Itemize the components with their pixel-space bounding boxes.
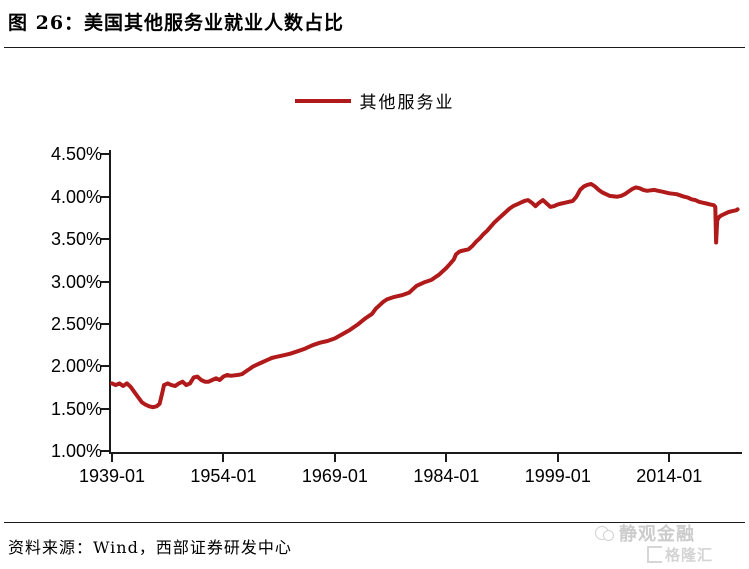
y-axis-tick <box>101 365 109 368</box>
x-axis-tick <box>222 454 225 462</box>
watermark-logo-icon <box>595 524 615 542</box>
y-axis-line <box>109 150 111 454</box>
x-axis-tick-label: 1939-01 <box>78 466 146 486</box>
x-axis-tick <box>333 454 336 462</box>
x-axis-tick <box>445 454 448 462</box>
y-axis-tick-label: 3.00% <box>50 271 102 292</box>
legend-label: 其他服务业 <box>359 93 455 113</box>
watermark-brand-2: 格隆汇 <box>665 546 714 564</box>
y-axis-tick-label: 2.50% <box>50 314 102 334</box>
watermark: 静观金融 格隆汇 <box>595 520 745 565</box>
x-axis-tick-label: 1954-01 <box>190 466 257 486</box>
source-note: 资料来源：Wind，西部证券研发中心 <box>8 538 292 557</box>
y-axis-tick-label: 1.50% <box>50 398 102 419</box>
y-axis-tick <box>101 238 109 241</box>
series-line-chart <box>110 182 740 410</box>
y-axis-tick-label: 4.50% <box>50 144 102 165</box>
x-axis-tick-label: 2014-01 <box>636 466 703 486</box>
y-axis-tick <box>101 195 109 198</box>
y-axis-tick <box>101 280 109 283</box>
y-axis-tick <box>101 450 109 453</box>
y-axis-tick-label: 3.50% <box>50 229 102 250</box>
x-axis-tick <box>668 454 671 462</box>
y-axis-tick <box>101 323 109 325</box>
watermark-brand-1: 静观金融 <box>619 524 695 545</box>
y-axis-tick-label: 1.00% <box>50 441 102 462</box>
y-axis-tick <box>101 153 109 156</box>
y-axis-tick-label: 2.00% <box>50 356 102 377</box>
y-axis-tick <box>101 407 109 410</box>
chart-legend: 其他服务业 <box>0 88 749 113</box>
gelonghui-g-icon <box>647 546 662 563</box>
legend-line-swatch <box>294 98 351 103</box>
x-axis-line <box>109 452 742 454</box>
footer-divider <box>4 522 745 523</box>
x-axis-tick-label: 1999-01 <box>524 466 591 486</box>
x-axis-tick-label: 1969-01 <box>301 466 368 486</box>
x-axis-tick-label: 1984-01 <box>413 466 480 486</box>
series-line <box>110 182 740 410</box>
figure-title: 图 26：美国其他服务业就业人数占比 <box>8 12 345 34</box>
title-divider <box>4 47 745 48</box>
watermark-row-1: 静观金融 <box>595 520 745 546</box>
y-axis-tick-label: 4.00% <box>50 186 102 207</box>
x-axis-tick <box>556 454 559 462</box>
watermark-row-2: 格隆汇 <box>647 544 745 565</box>
x-axis-tick <box>111 454 113 462</box>
